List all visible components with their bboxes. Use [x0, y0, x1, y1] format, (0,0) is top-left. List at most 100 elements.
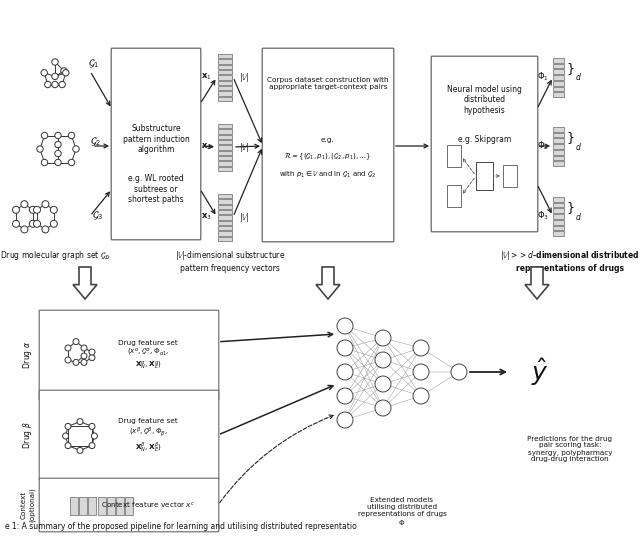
Text: Neural model using
distributed
hypothesis: Neural model using distributed hypothesi… [447, 85, 522, 115]
Circle shape [41, 70, 47, 76]
Text: e.g.: e.g. [321, 137, 335, 143]
Circle shape [77, 447, 83, 453]
Circle shape [89, 424, 95, 430]
Circle shape [375, 352, 391, 368]
Circle shape [77, 419, 83, 425]
Circle shape [42, 226, 49, 233]
Bar [218, 146, 232, 150]
Text: $\Phi_1$: $\Phi_1$ [537, 71, 549, 83]
Circle shape [89, 443, 95, 448]
Circle shape [55, 160, 61, 165]
Bar [218, 205, 232, 209]
Circle shape [55, 132, 61, 139]
Text: Context
(optional): Context (optional) [21, 488, 35, 522]
Text: Drug $\beta$: Drug $\beta$ [22, 421, 35, 449]
Text: $|\mathbb{V}|$: $|\mathbb{V}|$ [239, 141, 249, 154]
Text: Drug molecular graph set $\mathcal{G}_\mathcal{D}$: Drug molecular graph set $\mathcal{G}_\m… [0, 250, 111, 262]
Text: with $p_1 \in \mathbb{V}$ and in $\mathcal{G}_1$ and $\mathcal{G}_2$: with $p_1 \in \mathbb{V}$ and in $\mathc… [280, 170, 376, 180]
Bar [553, 144, 564, 149]
Circle shape [21, 201, 28, 208]
Bar [553, 133, 564, 137]
Bar [553, 209, 564, 213]
Circle shape [42, 201, 49, 208]
Text: $\mathbf{x}_2$: $\mathbf{x}_2$ [202, 142, 212, 152]
Text: $\Phi_2$: $\Phi_2$ [537, 140, 549, 152]
Bar [553, 127, 564, 132]
Bar [218, 54, 232, 58]
Bar [218, 124, 232, 128]
Circle shape [42, 160, 48, 165]
Circle shape [55, 141, 61, 148]
Bar [553, 203, 564, 208]
Circle shape [65, 424, 71, 430]
Bar [218, 65, 232, 69]
Circle shape [81, 345, 87, 351]
Bar [218, 86, 232, 91]
Text: $\hat{y}$: $\hat{y}$ [531, 356, 549, 388]
Bar [218, 167, 232, 171]
Circle shape [59, 81, 65, 88]
Circle shape [375, 376, 391, 392]
Circle shape [63, 70, 69, 76]
Circle shape [73, 146, 79, 152]
Circle shape [29, 206, 36, 213]
Bar [447, 185, 461, 207]
Text: Drug $\alpha$: Drug $\alpha$ [22, 341, 35, 369]
Circle shape [73, 360, 79, 365]
Circle shape [52, 59, 58, 65]
Bar [218, 59, 232, 64]
Circle shape [81, 360, 87, 365]
Circle shape [413, 388, 429, 404]
Circle shape [51, 206, 58, 213]
Bar [218, 96, 232, 101]
Bar [553, 70, 564, 74]
Bar [125, 497, 133, 515]
Text: $d$: $d$ [575, 72, 582, 82]
FancyBboxPatch shape [39, 310, 219, 400]
Bar [218, 220, 232, 225]
Bar [218, 129, 232, 134]
Circle shape [42, 132, 48, 139]
Bar [218, 156, 232, 160]
Text: Context feature vector $x^c$: Context feature vector $x^c$ [101, 500, 195, 510]
Bar [553, 156, 564, 160]
Circle shape [413, 364, 429, 380]
Circle shape [337, 388, 353, 404]
Polygon shape [73, 267, 97, 299]
Bar [218, 161, 232, 165]
Circle shape [45, 81, 51, 88]
Circle shape [337, 412, 353, 428]
FancyBboxPatch shape [431, 56, 538, 232]
Circle shape [92, 433, 97, 439]
Bar [553, 214, 564, 219]
Bar [553, 150, 564, 155]
Circle shape [413, 340, 429, 356]
Text: $\mathcal{R} = \{(\mathcal{G}_1,p_1),(\mathcal{G}_2,p_1),\ldots\}$: $\mathcal{R} = \{(\mathcal{G}_1,p_1),(\m… [284, 152, 372, 162]
Polygon shape [316, 267, 340, 299]
Bar [70, 497, 78, 515]
Bar [107, 497, 115, 515]
Bar [447, 145, 461, 167]
Circle shape [63, 433, 68, 439]
Text: $|\mathbb{V}|$-dimensional substructure
pattern frequency vectors: $|\mathbb{V}|$-dimensional substructure … [175, 250, 285, 273]
Circle shape [65, 443, 71, 448]
Text: $d$: $d$ [575, 211, 582, 222]
Bar [116, 497, 124, 515]
Bar [553, 161, 564, 166]
Text: $|\mathbb{V}| >> d$-dimensional distributed
representations of drugs: $|\mathbb{V}| >> d$-dimensional distribu… [500, 250, 640, 273]
Circle shape [68, 132, 75, 139]
Bar [476, 162, 493, 190]
Text: e.g. WL rooted
subtrees or
shortest paths: e.g. WL rooted subtrees or shortest path… [128, 174, 184, 204]
Text: Drug feature set
$(x^\beta,\mathcal{G}^\beta,\Phi_\beta,$
$\mathbf{X}_N^\beta,\m: Drug feature set $(x^\beta,\mathcal{G}^\… [118, 418, 178, 454]
Bar [218, 194, 232, 198]
Bar [88, 497, 97, 515]
Bar [553, 139, 564, 143]
Text: $\mathbf{x}_1$: $\mathbf{x}_1$ [202, 72, 212, 82]
Text: Extended models
utilising distributed
representations of drugs
$\Phi$: Extended models utilising distributed re… [358, 497, 447, 527]
Bar [218, 226, 232, 230]
Circle shape [89, 349, 95, 355]
Bar [218, 150, 232, 155]
Circle shape [55, 150, 61, 157]
Text: Substructure
pattern induction
algorithm: Substructure pattern induction algorithm [123, 124, 189, 154]
Bar [218, 199, 232, 204]
